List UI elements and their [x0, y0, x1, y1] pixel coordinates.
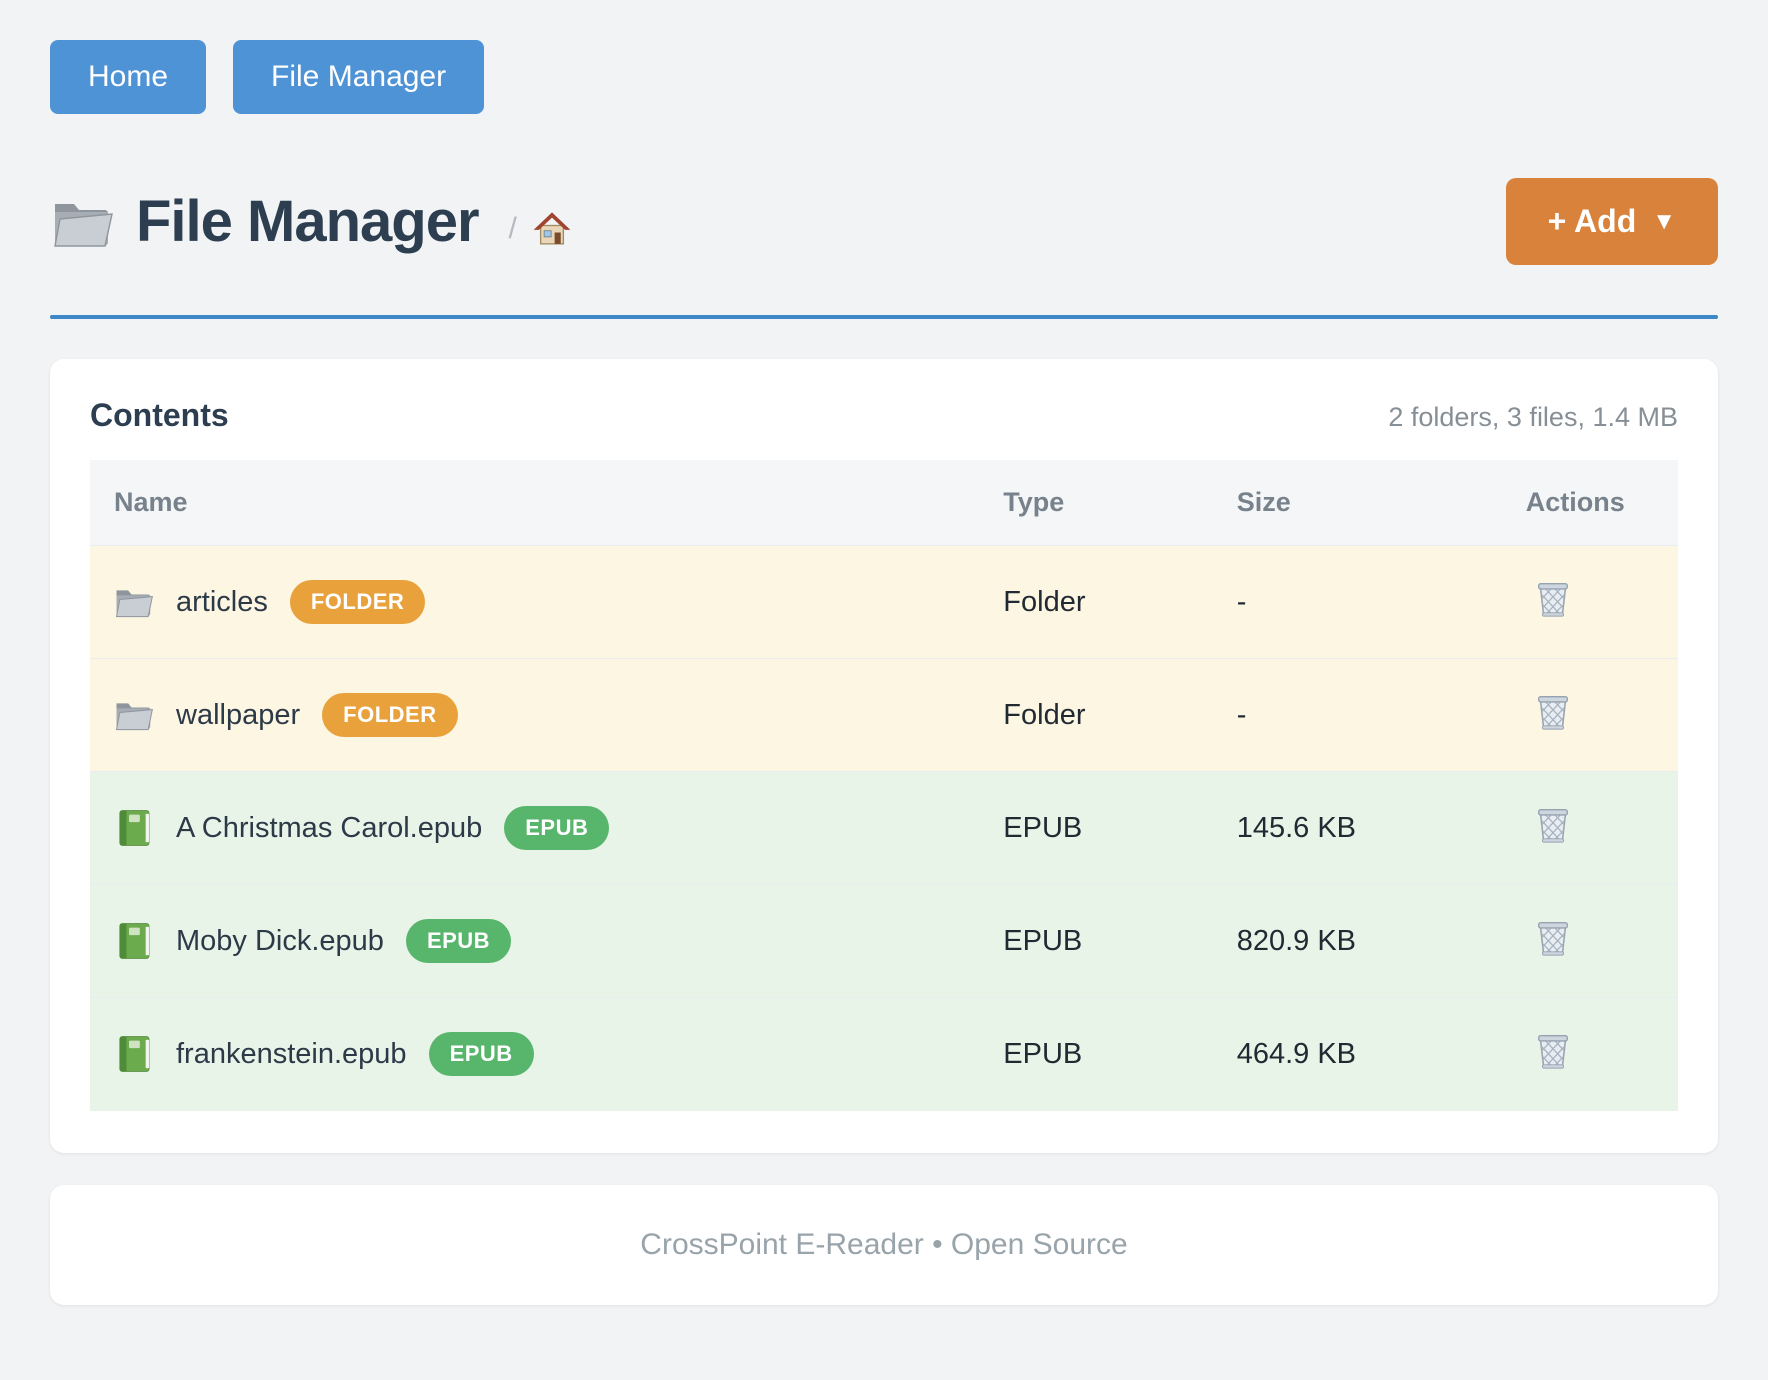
type-badge: FOLDER: [322, 693, 458, 737]
trash-icon: [1537, 583, 1568, 617]
column-header-actions: Actions: [1501, 460, 1678, 546]
breadcrumb-home-icon[interactable]: [531, 208, 573, 250]
delete-button[interactable]: [1532, 688, 1574, 734]
breadcrumb: /: [509, 208, 573, 250]
page-title: File Manager: [136, 189, 480, 254]
footer-text: CrossPoint E-Reader • Open Source: [640, 1227, 1128, 1261]
delete-button[interactable]: [1532, 1027, 1574, 1073]
book-icon: [119, 923, 150, 959]
title-divider: [50, 315, 1718, 319]
file-name[interactable]: frankenstein.epub: [176, 1037, 407, 1070]
table-header-row: Name Type Size Actions: [90, 460, 1678, 546]
book-icon: [119, 1036, 150, 1073]
nav-button-file-manager[interactable]: File Manager: [233, 40, 485, 114]
top-nav: Home File Manager: [50, 40, 1718, 114]
column-header-name: Name: [90, 460, 980, 546]
table-row[interactable]: Moby Dick.epub EPUB EPUB 820.9 KB: [90, 884, 1678, 998]
folder-icon: [115, 703, 153, 731]
contents-heading: Contents: [90, 397, 229, 433]
file-name[interactable]: Moby Dick.epub: [176, 924, 384, 957]
size-cell: -: [1212, 658, 1502, 772]
contents-card: Contents 2 folders, 3 files, 1.4 MB Name…: [50, 359, 1718, 1153]
type-badge: EPUB: [428, 1032, 534, 1077]
trash-icon: [1537, 1035, 1568, 1069]
book-icon: [119, 810, 150, 846]
file-name[interactable]: wallpaper: [176, 698, 301, 731]
footer-card: CrossPoint E-Reader • Open Source: [50, 1184, 1718, 1305]
folder-title-icon: [54, 203, 113, 247]
column-header-type: Type: [979, 460, 1213, 546]
size-cell: -: [1212, 545, 1502, 659]
file-table-body: articles FOLDER Folder -: [90, 545, 1678, 1111]
table-row[interactable]: articles FOLDER Folder -: [90, 545, 1678, 659]
delete-button[interactable]: [1532, 801, 1574, 847]
type-cell: Folder: [979, 658, 1213, 772]
chevron-down-icon: ▼: [1652, 207, 1676, 235]
delete-button[interactable]: [1532, 575, 1574, 621]
size-cell: 464.9 KB: [1212, 997, 1502, 1111]
type-badge: EPUB: [504, 806, 610, 850]
title-row: File Manager / + Add ▼: [50, 178, 1718, 265]
contents-summary: 2 folders, 3 files, 1.4 MB: [1388, 402, 1678, 432]
type-badge: FOLDER: [289, 580, 426, 624]
size-cell: 145.6 KB: [1212, 771, 1502, 885]
file-table: Name Type Size Actions articles FOLDER F: [90, 460, 1678, 1111]
type-cell: Folder: [979, 545, 1213, 659]
contents-header: Contents 2 folders, 3 files, 1.4 MB: [90, 397, 1678, 434]
file-name[interactable]: A Christmas Carol.epub: [176, 811, 483, 844]
breadcrumb-separator: /: [508, 211, 517, 245]
delete-button[interactable]: [1532, 914, 1574, 960]
type-cell: EPUB: [979, 771, 1213, 885]
column-header-size: Size: [1212, 460, 1502, 546]
type-badge: EPUB: [405, 919, 512, 963]
table-row[interactable]: A Christmas Carol.epub EPUB EPUB 145.6 K…: [90, 771, 1678, 885]
type-cell: EPUB: [979, 997, 1213, 1111]
trash-icon: [1537, 696, 1568, 730]
trash-icon: [1537, 922, 1568, 956]
file-name[interactable]: articles: [176, 585, 268, 618]
page: Home File Manager File Manager / + Add ▼…: [50, 40, 1718, 1305]
folder-icon: [115, 590, 153, 618]
table-row[interactable]: wallpaper FOLDER Folder -: [90, 658, 1678, 772]
table-row[interactable]: frankenstein.epub EPUB EPUB 464.9 KB: [90, 997, 1678, 1111]
type-cell: EPUB: [979, 884, 1213, 998]
add-button-label: + Add: [1547, 203, 1637, 239]
nav-button-home[interactable]: Home: [50, 40, 207, 114]
add-button[interactable]: + Add ▼: [1505, 178, 1718, 265]
trash-icon: [1537, 809, 1568, 843]
size-cell: 820.9 KB: [1212, 884, 1502, 998]
